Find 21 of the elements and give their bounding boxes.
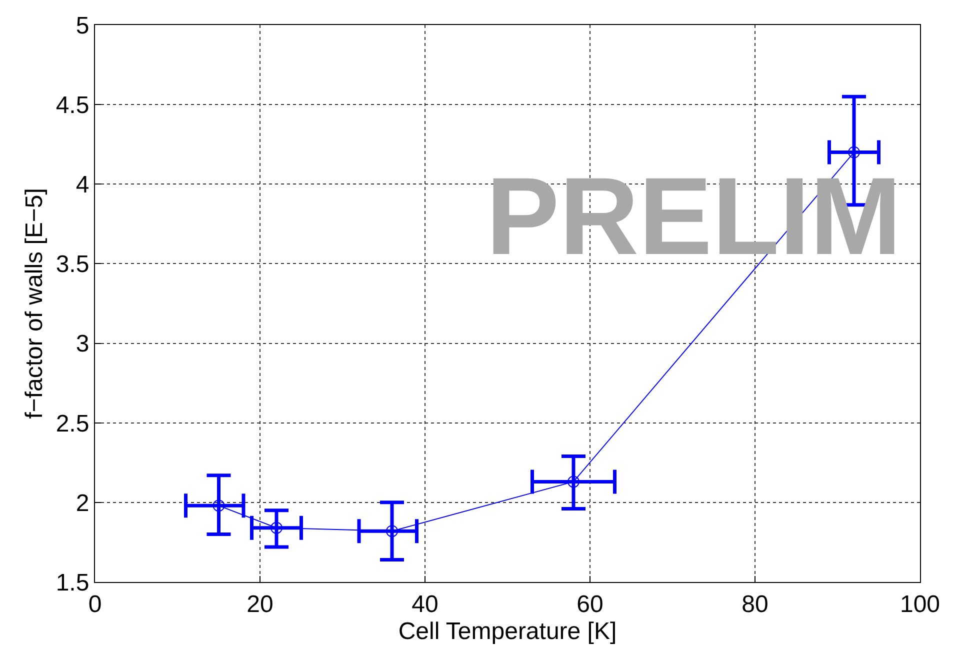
x-tick-label: 40 <box>412 590 438 618</box>
y-tick-label: 1.5 <box>56 569 90 596</box>
y-tick-label: 5 <box>76 12 90 40</box>
point <box>212 500 225 512</box>
y-tick-label: 4.5 <box>56 92 90 119</box>
y-tick-label: 4 <box>76 172 90 199</box>
x-tick-label: 0 <box>88 590 102 618</box>
point <box>568 476 580 488</box>
x-axis-title: Cell Temperature [K] <box>398 618 617 645</box>
x-tick-label: 60 <box>576 590 604 618</box>
y-tick-label: 2.5 <box>56 410 90 438</box>
point <box>270 522 282 534</box>
x-tick-label: 80 <box>742 590 768 618</box>
y-tick-label: 3 <box>76 330 90 358</box>
y-tick-label: 3.5 <box>56 251 90 278</box>
y-tick-label: 2 <box>76 490 90 517</box>
x-tick-label: 20 <box>246 590 274 618</box>
point <box>848 146 860 158</box>
x-tick-label: 100 <box>900 590 940 618</box>
y-axis-title: f−factor of walls [E−5] <box>20 188 48 419</box>
point <box>386 525 398 538</box>
